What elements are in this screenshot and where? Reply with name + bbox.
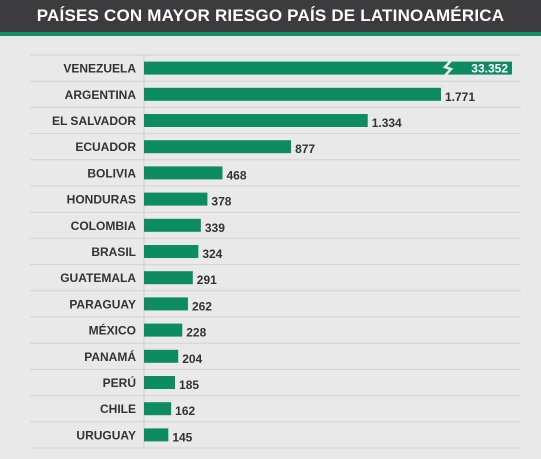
bar xyxy=(144,323,183,337)
value-label: 1.771 xyxy=(445,90,475,104)
category-label: PARAGUAY xyxy=(69,297,136,311)
bar xyxy=(144,428,169,442)
value-label: 33.352 xyxy=(471,62,508,76)
bar xyxy=(144,245,199,258)
category-label: ECUADOR xyxy=(75,140,136,154)
bar xyxy=(144,271,193,285)
category-label: COLOMBIA xyxy=(71,219,137,233)
bar xyxy=(144,402,172,416)
category-label: CHILE xyxy=(100,402,136,416)
bar xyxy=(144,166,223,180)
value-label: 185 xyxy=(179,378,199,392)
value-label: 378 xyxy=(211,195,231,209)
category-label: EL SALVADOR xyxy=(52,114,136,128)
bar xyxy=(144,87,441,101)
chart-area: VENEZUELA 33.352 ARGENTINA 1.771 EL SALVADOR… xyxy=(0,36,541,459)
bar xyxy=(144,192,208,206)
value-label: 262 xyxy=(192,299,212,313)
bar xyxy=(144,140,292,154)
bar-chart: VENEZUELA 33.352 ARGENTINA 1.771 EL SALVADOR… xyxy=(30,54,521,449)
category-label: GUATEMALA xyxy=(60,271,136,285)
title-bar: PAÍSES CON MAYOR RIESGO PAÍS DE LATINOAM… xyxy=(0,0,541,32)
category-label: VENEZUELA xyxy=(63,62,136,76)
bar xyxy=(144,297,188,311)
bar xyxy=(144,376,176,389)
value-label: 468 xyxy=(226,168,246,182)
title-accent-line xyxy=(0,32,541,36)
value-label: 291 xyxy=(197,273,217,287)
value-label: 228 xyxy=(186,326,206,340)
value-label: 145 xyxy=(172,430,192,444)
axis-break-symbol xyxy=(442,59,454,77)
bar xyxy=(144,349,179,363)
value-label: 162 xyxy=(175,404,195,418)
category-label: PERÚ xyxy=(103,375,136,390)
bar xyxy=(144,61,512,75)
chart-title: PAÍSES CON MAYOR RIESGO PAÍS DE LATINOAM… xyxy=(36,6,505,25)
value-label: 339 xyxy=(205,221,225,235)
category-label: PANAMÁ xyxy=(84,349,136,364)
bar xyxy=(144,218,201,232)
value-label: 877 xyxy=(295,142,315,156)
category-label: URUGUAY xyxy=(76,428,136,442)
bar xyxy=(144,114,368,127)
category-label: ARGENTINA xyxy=(65,88,137,102)
value-label: 1.334 xyxy=(372,116,402,130)
category-label: HONDURAS xyxy=(67,193,136,207)
category-label: BRASIL xyxy=(91,245,136,259)
value-label: 324 xyxy=(202,247,222,261)
category-label: BOLIVIA xyxy=(87,166,136,180)
value-label: 204 xyxy=(182,352,202,366)
category-label: MÉXICO xyxy=(89,323,136,338)
